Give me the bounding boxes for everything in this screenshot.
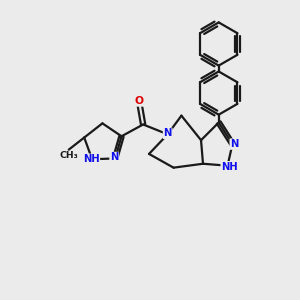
Text: N: N xyxy=(110,152,118,163)
Text: N: N xyxy=(164,128,172,138)
Text: O: O xyxy=(135,96,144,106)
Text: NH: NH xyxy=(83,154,99,164)
Text: N: N xyxy=(230,139,238,149)
Text: NH: NH xyxy=(221,162,238,172)
Text: CH₃: CH₃ xyxy=(59,151,78,160)
